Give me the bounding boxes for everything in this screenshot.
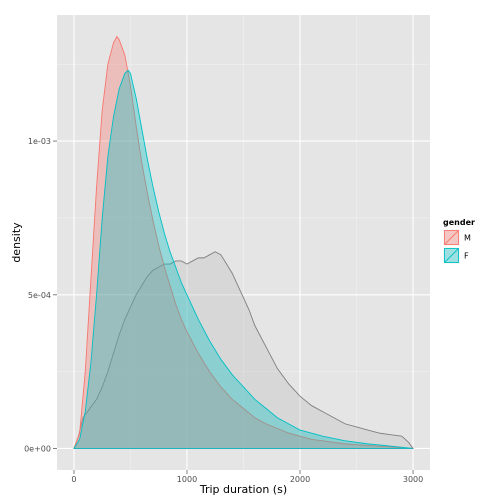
y-tick-label: 5e-04 xyxy=(28,291,51,300)
x-tick-label: 2000 xyxy=(290,475,310,484)
y-tick-label: 1e-03 xyxy=(28,137,51,146)
y-axis: 0e+00 5e-04 1e-03 xyxy=(24,137,57,453)
legend-label-f: F xyxy=(464,252,469,261)
density-area-unlabeled xyxy=(73,251,414,449)
density-area-m xyxy=(73,35,414,449)
legend: gender MF xyxy=(442,218,475,265)
legend-key-m-slash xyxy=(444,230,459,245)
x-tick-label: 0 xyxy=(71,475,76,484)
x-axis: 0 1000 2000 3000 xyxy=(71,470,423,484)
x-tick-label: 3000 xyxy=(403,475,423,484)
legend-title: gender xyxy=(443,218,475,227)
density-areas xyxy=(73,35,414,449)
minor-gridlines xyxy=(57,15,430,470)
y-axis-title: density xyxy=(10,222,23,263)
x-tick-label: 1000 xyxy=(177,475,197,484)
legend-key-f-slash xyxy=(444,248,459,263)
legend-label-m: M xyxy=(464,234,471,243)
density-area-f xyxy=(73,69,414,449)
x-axis-title: Trip duration (s) xyxy=(199,483,287,496)
y-tick-label: 0e+00 xyxy=(24,444,51,453)
